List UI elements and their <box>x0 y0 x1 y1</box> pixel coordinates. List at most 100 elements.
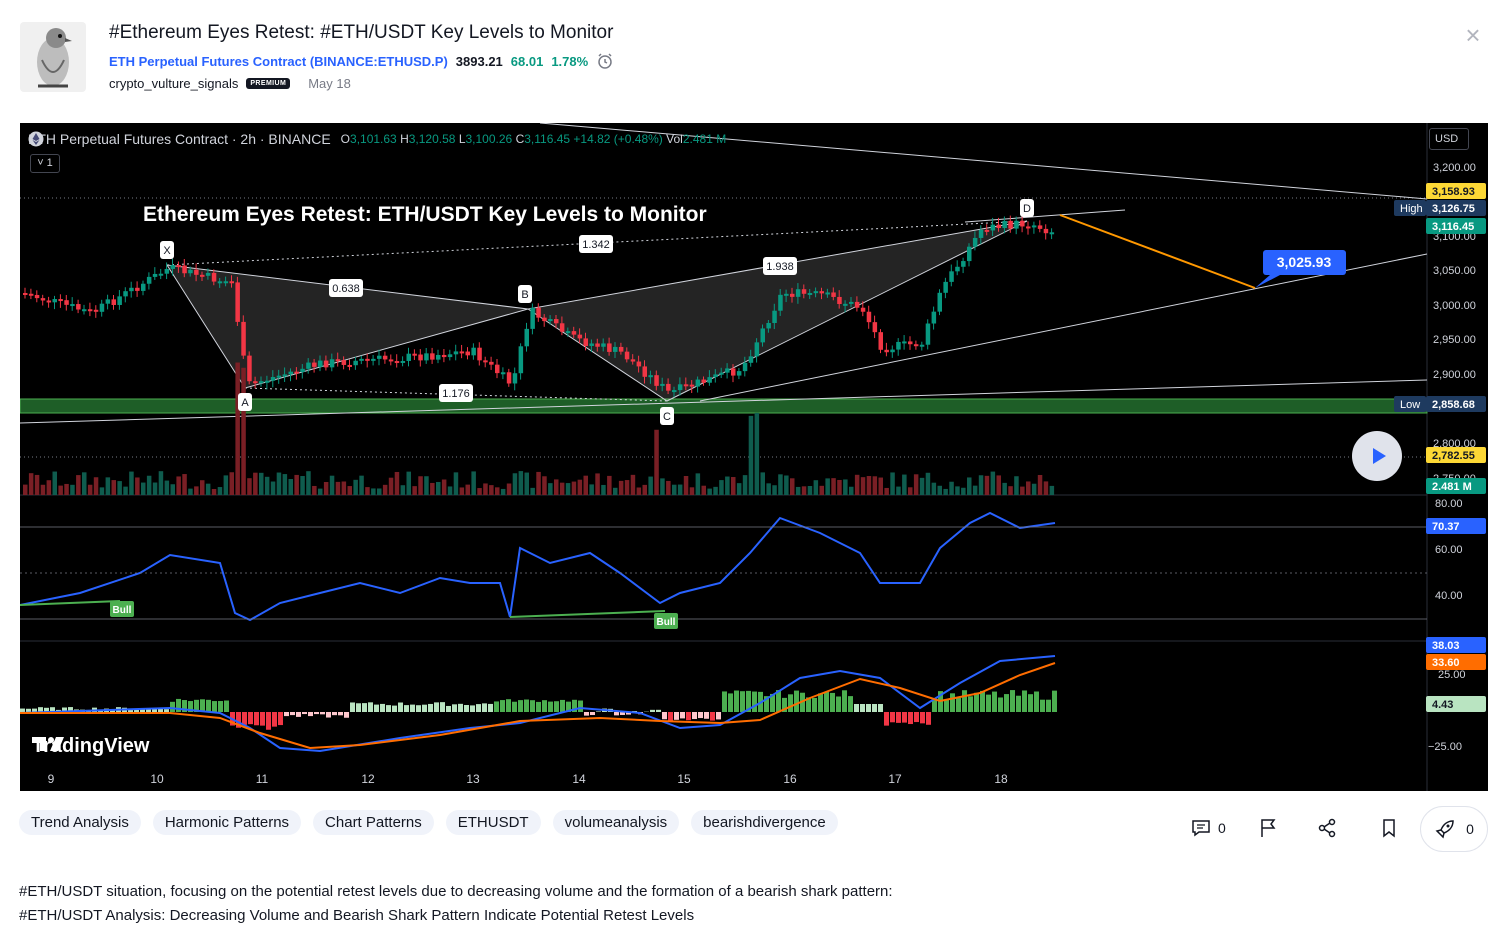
comments-button[interactable]: 0 <box>1190 817 1226 839</box>
macd-hist-bar <box>656 710 661 712</box>
macd-hist-bar <box>506 699 511 712</box>
candle-body <box>578 335 583 339</box>
candle-body <box>684 384 689 386</box>
candle-body <box>218 281 223 283</box>
share-icon[interactable] <box>1316 817 1338 839</box>
macd-hist-bar <box>674 712 679 720</box>
macd-hist-bar <box>1022 690 1027 712</box>
macd-hist-bar <box>752 692 757 712</box>
tag-ethusdt[interactable]: ETHUSDT <box>446 810 541 835</box>
macd-hist-bar <box>728 693 733 712</box>
candle-body <box>41 298 46 300</box>
volume-bar <box>200 480 205 495</box>
candle-body <box>324 361 329 368</box>
candle-body <box>967 247 972 261</box>
lower-level-badge-text: 2,782.55 <box>1432 450 1475 462</box>
volume-bar <box>890 472 895 495</box>
volume-bar <box>188 489 193 495</box>
volume-bar <box>737 483 742 495</box>
signal-value-badge-text: 33.60 <box>1432 657 1460 669</box>
volume-bar <box>513 473 518 495</box>
author-name[interactable]: crypto_vulture_signals <box>109 76 238 91</box>
volume-bar <box>908 487 913 495</box>
bookmark-icon[interactable] <box>1378 817 1400 839</box>
volume-bar <box>460 487 465 495</box>
macd-hist-bar <box>428 704 433 712</box>
candle-body <box>507 372 512 383</box>
candle-body <box>1032 225 1037 227</box>
publish-date: May 18 <box>308 76 351 91</box>
candle-body <box>696 380 701 387</box>
volume-bar <box>29 473 34 495</box>
macd-hist-bar <box>314 712 319 714</box>
volume-bar <box>778 474 783 495</box>
candle-body <box>412 354 417 356</box>
bull-divergence-line-2[interactable] <box>510 611 665 617</box>
macd-hist-bar <box>248 712 253 724</box>
candle-body <box>985 230 990 232</box>
volume-bar <box>147 476 152 495</box>
collapse-indicators-button[interactable]: ˅ 1 <box>30 154 60 173</box>
candle-body <box>643 366 648 376</box>
tag-chart-patterns[interactable]: Chart Patterns <box>313 810 434 835</box>
play-button[interactable] <box>1352 431 1402 481</box>
volume-bar <box>218 487 223 495</box>
candle-body <box>1002 221 1007 228</box>
volume-bar <box>831 478 836 495</box>
symbol-ticker-link[interactable]: (BINANCE:ETHUSD.P) <box>310 54 448 69</box>
projection-arrow[interactable] <box>1060 215 1255 288</box>
tag-harmonic-patterns[interactable]: Harmonic Patterns <box>153 810 301 835</box>
macd-hist-bar <box>380 704 385 712</box>
volume-bar <box>873 476 878 495</box>
macd-hist-bar <box>680 712 685 718</box>
candle-body <box>772 311 777 323</box>
flag-icon[interactable] <box>1257 817 1279 839</box>
volume-bar <box>731 477 736 495</box>
tag-trend-analysis[interactable]: Trend Analysis <box>19 810 141 835</box>
volume-bar <box>359 476 364 495</box>
macd-hist-bar <box>164 709 169 712</box>
macd-hist-bar <box>26 709 31 712</box>
tag-bearishdivergence[interactable]: bearishdivergence <box>691 810 838 835</box>
rsi-line[interactable] <box>20 513 1055 620</box>
volume-bar <box>407 472 412 495</box>
volume-bar <box>389 478 394 495</box>
candle-body <box>855 302 860 308</box>
macd-hist-bar <box>482 703 487 712</box>
volume-bar <box>489 485 494 495</box>
tag-volumeanalysis[interactable]: volumeanalysis <box>553 810 680 835</box>
currency-button[interactable]: USD <box>1429 128 1469 150</box>
volume-bar <box>896 487 901 495</box>
macd-hist-bar <box>1004 694 1009 712</box>
candle-body <box>672 390 677 392</box>
ratio-label: 1.938 <box>766 261 794 273</box>
macd-hist-bar <box>440 702 445 712</box>
volume-bar <box>318 489 323 495</box>
volume-bar <box>943 489 948 495</box>
symbol-name-link[interactable]: ETH Perpetual Futures Contract <box>109 54 306 69</box>
tradingview-logo: TradingView <box>32 735 149 758</box>
time-axis-label: 17 <box>888 772 902 786</box>
candle-body <box>713 374 718 377</box>
alarm-clock-icon[interactable] <box>596 52 614 70</box>
volume-bar <box>973 486 978 495</box>
candle-body <box>123 291 128 296</box>
candle-body <box>1020 221 1025 227</box>
candle-body <box>466 352 471 356</box>
candle-body <box>359 359 364 361</box>
volume-bar <box>637 487 642 495</box>
close-icon[interactable]: × <box>1460 22 1486 48</box>
author-avatar[interactable] <box>20 22 86 92</box>
macd-hist-bar <box>596 711 601 712</box>
macd-hist-bar <box>398 703 403 712</box>
volume-bar <box>607 476 612 495</box>
pattern-point-label: D <box>1023 203 1031 215</box>
macd-hist-bar <box>902 712 907 723</box>
volume-bar <box>589 484 594 495</box>
macd-hist-bar <box>524 700 529 712</box>
candle-body <box>277 376 282 378</box>
boost-button[interactable]: 0 <box>1420 806 1488 852</box>
candle-body <box>454 351 459 354</box>
macd-hist-bar <box>854 704 859 712</box>
